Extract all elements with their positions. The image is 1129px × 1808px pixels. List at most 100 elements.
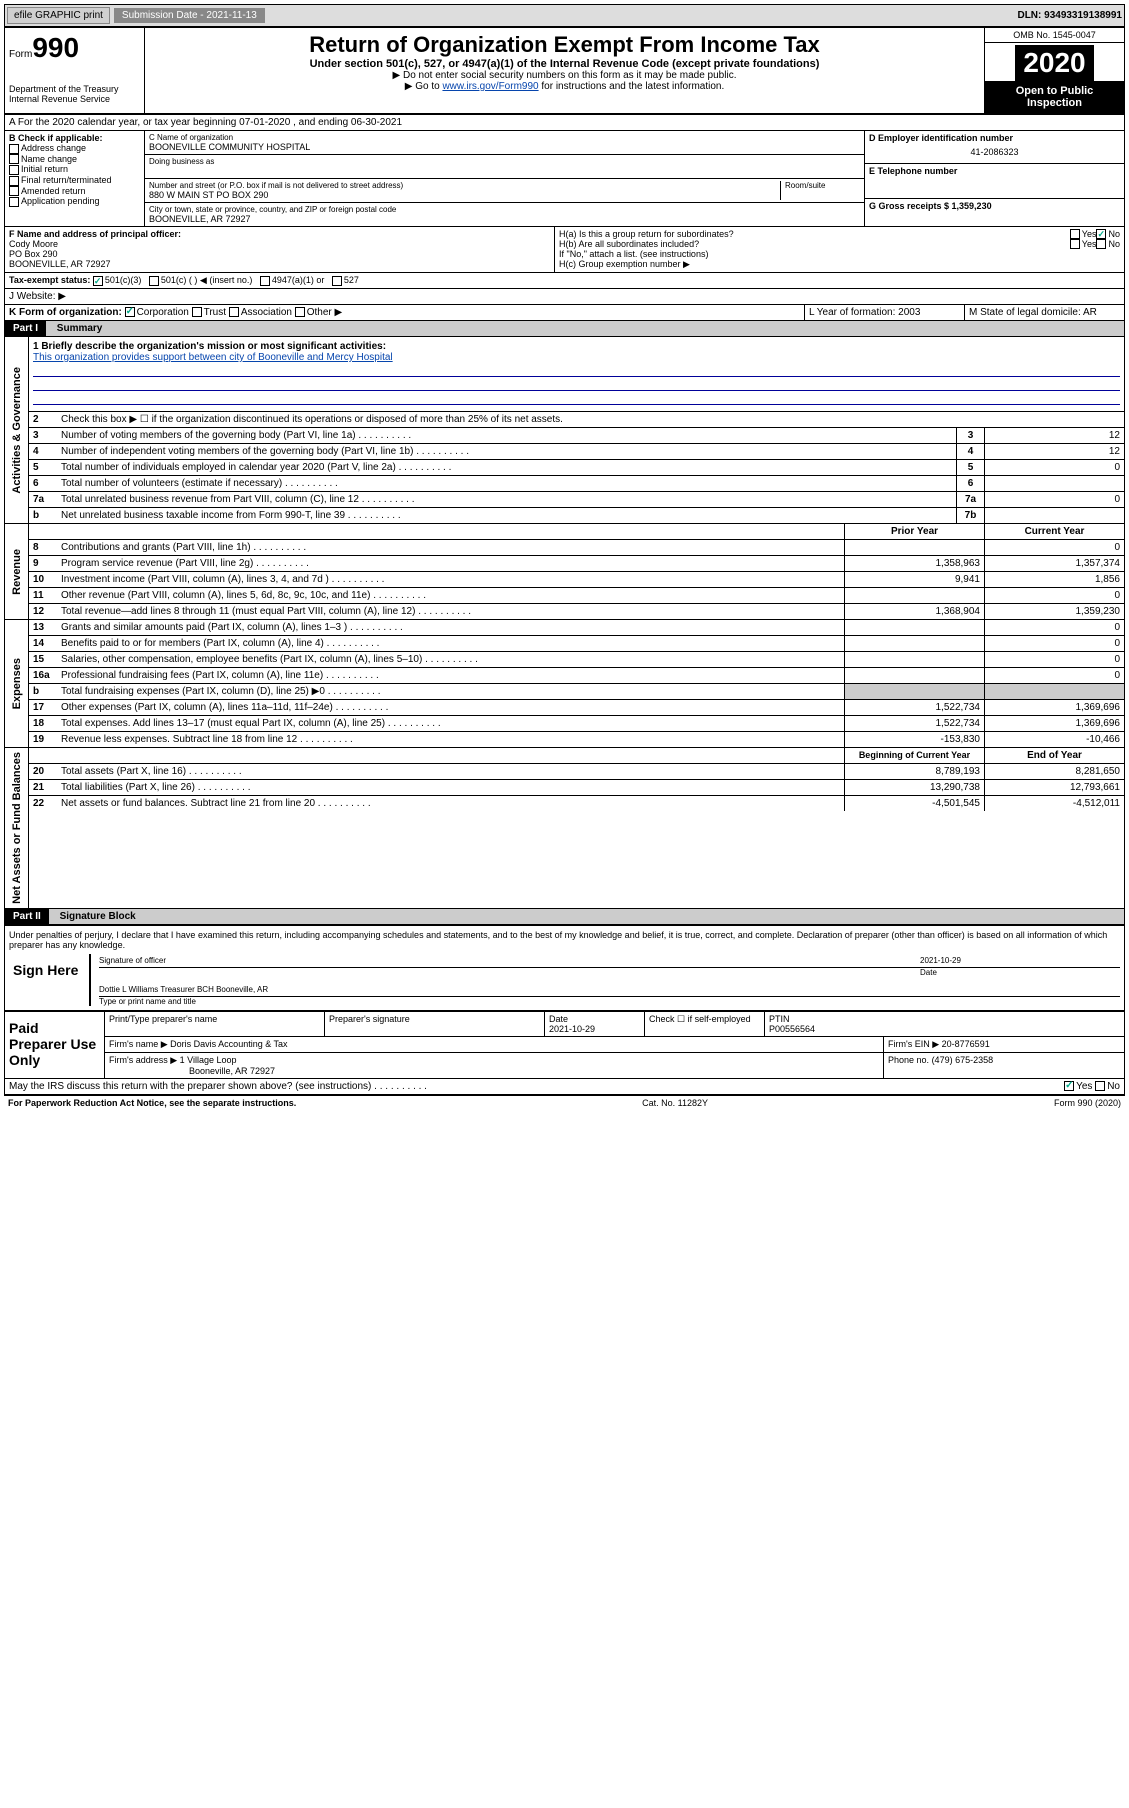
hb-yes[interactable] (1070, 239, 1080, 249)
line2: Check this box ▶ ☐ if the organization d… (57, 412, 1124, 427)
row-k: K Form of organization: Corporation Trus… (4, 305, 1125, 321)
discuss-yes[interactable] (1064, 1081, 1074, 1091)
summary-line: 9 Program service revenue (Part VIII, li… (29, 556, 1124, 572)
summary-line: 14 Benefits paid to or for members (Part… (29, 636, 1124, 652)
netassets-section: Net Assets or Fund Balances Beginning of… (4, 748, 1125, 909)
prep-date-val: 2021-10-29 (549, 1024, 595, 1034)
checkbox-final-return[interactable] (9, 176, 19, 186)
summary-line: 8 Contributions and grants (Part VIII, l… (29, 540, 1124, 556)
cb-corp[interactable] (125, 307, 135, 317)
ha-yes[interactable] (1070, 229, 1080, 239)
cb-trust[interactable] (192, 307, 202, 317)
self-employed-check: Check ☐ if self-employed (645, 1012, 765, 1036)
prior-year-hdr: Prior Year (844, 524, 984, 539)
revenue-vert-label: Revenue (9, 545, 25, 599)
state-domicile: M State of legal domicile: AR (964, 305, 1124, 320)
summary-line: 10 Investment income (Part VIII, column … (29, 572, 1124, 588)
summary-line: b Net unrelated business taxable income … (29, 508, 1124, 523)
cat-no: Cat. No. 11282Y (642, 1098, 708, 1108)
sign-here-label: Sign Here (9, 954, 89, 1006)
firm-addr-label: Firm's address ▶ (109, 1055, 177, 1065)
summary-line: 5 Total number of individuals employed i… (29, 460, 1124, 476)
checkbox-initial-return[interactable] (9, 165, 19, 175)
part1-title: Summary (49, 323, 103, 334)
ha-label: H(a) Is this a group return for subordin… (559, 229, 1070, 239)
checkbox-address-change[interactable] (9, 144, 19, 154)
firm-phone: (479) 675-2358 (932, 1055, 994, 1065)
dba-label: Doing business as (149, 157, 860, 166)
sig-officer-label: Signature of officer (99, 956, 920, 965)
begin-year-hdr: Beginning of Current Year (844, 748, 984, 763)
paid-preparer-label: Paid Preparer Use Only (5, 1012, 105, 1078)
checkbox-name-change[interactable] (9, 154, 19, 164)
current-year-hdr: Current Year (984, 524, 1124, 539)
summary-line: 7a Total unrelated business revenue from… (29, 492, 1124, 508)
hb-no[interactable] (1096, 239, 1106, 249)
sig-date-val: 2021-10-29 (920, 956, 1120, 965)
summary-line: 3 Number of voting members of the govern… (29, 428, 1124, 444)
summary-line: 16a Professional fundraising fees (Part … (29, 668, 1124, 684)
form990-link[interactable]: www.irs.gov/Form990 (442, 81, 538, 92)
org-name: BOONEVILLE COMMUNITY HOSPITAL (149, 142, 860, 152)
cb-501c3[interactable] (93, 276, 103, 286)
prep-date-label: Date (549, 1014, 568, 1024)
omb-number: OMB No. 1545-0047 (985, 28, 1124, 43)
cb-other[interactable] (295, 307, 305, 317)
ha-no[interactable] (1096, 229, 1106, 239)
summary-line: 18 Total expenses. Add lines 13–17 (must… (29, 716, 1124, 732)
summary-line: 11 Other revenue (Part VIII, column (A),… (29, 588, 1124, 604)
cb-assoc[interactable] (229, 307, 239, 317)
summary-line: 6 Total number of volunteers (estimate i… (29, 476, 1124, 492)
firm-ein: 20-8776591 (942, 1039, 990, 1049)
cb-4947[interactable] (260, 276, 270, 286)
open-to-public: Open to Public Inspection (985, 81, 1124, 113)
form-990-page: efile GRAPHIC print Submission Date - 20… (0, 0, 1129, 1114)
summary-line: 21 Total liabilities (Part X, line 26) 1… (29, 780, 1124, 796)
hc-label: H(c) Group exemption number ▶ (559, 259, 1120, 270)
instruction-link: ▶ Go to www.irs.gov/Form990 for instruct… (149, 81, 980, 92)
checkbox-app-pending[interactable] (9, 197, 19, 207)
firm-name: Doris Davis Accounting & Tax (170, 1039, 287, 1049)
year-formation: L Year of formation: 2003 (804, 305, 964, 320)
ein-label: D Employer identification number (869, 133, 1120, 143)
dln-label: DLN: 93493319138991 (1017, 10, 1122, 21)
cb-527[interactable] (332, 276, 342, 286)
gross-receipts: G Gross receipts $ 1,359,230 (869, 201, 1120, 211)
form-org-label: K Form of organization: (9, 307, 122, 318)
summary-line: 4 Number of independent voting members o… (29, 444, 1124, 460)
line1-label: 1 Briefly describe the organization's mi… (33, 341, 1120, 352)
cb-501c[interactable] (149, 276, 159, 286)
efile-button[interactable]: efile GRAPHIC print (7, 7, 110, 24)
officer-addr2: BOONEVILLE, AR 72927 (9, 259, 550, 269)
street-address: 880 W MAIN ST PO BOX 290 (149, 190, 780, 200)
netassets-vert-label: Net Assets or Fund Balances (9, 748, 25, 908)
officer-addr1: PO Box 290 (9, 249, 550, 259)
summary-line: 12 Total revenue—add lines 8 through 11 … (29, 604, 1124, 619)
city-label: City or town, state or province, country… (149, 205, 860, 214)
summary-line: 20 Total assets (Part X, line 16) 8,789,… (29, 764, 1124, 780)
discuss-no[interactable] (1095, 1081, 1105, 1091)
section-b-label: B Check if applicable: (9, 133, 140, 143)
subtitle: Under section 501(c), 527, or 4947(a)(1)… (149, 58, 980, 70)
summary-line: 13 Grants and similar amounts paid (Part… (29, 620, 1124, 636)
form-word: Form (9, 49, 32, 60)
hb-note: If "No," attach a list. (see instruction… (559, 249, 1120, 259)
discuss-row: May the IRS discuss this return with the… (4, 1079, 1125, 1095)
firm-addr1: 1 Village Loop (180, 1055, 237, 1065)
summary-line: 17 Other expenses (Part IX, column (A), … (29, 700, 1124, 716)
name-label: C Name of organization (149, 133, 860, 142)
ptin-label: PTIN (769, 1014, 790, 1024)
governance-vert-label: Activities & Governance (9, 363, 25, 498)
city-state-zip: BOONEVILLE, AR 72927 (149, 214, 860, 224)
summary-line: b Total fundraising expenses (Part IX, c… (29, 684, 1124, 700)
header-grid: B Check if applicable: Address change Na… (4, 131, 1125, 227)
firm-phone-label: Phone no. (888, 1055, 929, 1065)
room-label: Room/suite (785, 181, 860, 190)
type-name-label: Type or print name and title (99, 997, 1120, 1006)
addr-label: Number and street (or P.O. box if mail i… (149, 181, 780, 190)
summary-line: 19 Revenue less expenses. Subtract line … (29, 732, 1124, 747)
part2-header-row: Part II Signature Block (4, 909, 1125, 925)
form-number: 990 (32, 32, 79, 63)
checkbox-amended[interactable] (9, 186, 19, 196)
form-ref: Form 990 (2020) (1054, 1098, 1121, 1108)
